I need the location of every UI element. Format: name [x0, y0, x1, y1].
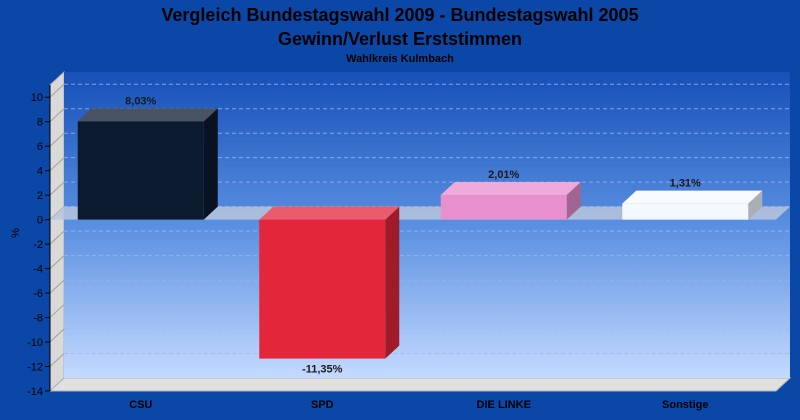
chart-title: Vergleich Bundestagswahl 2009 - Bundesta…: [161, 5, 638, 25]
y-tick-label: -14: [27, 386, 43, 398]
bar-top-2: [440, 182, 581, 196]
gridline-side-2: [49, 132, 65, 147]
chart-subtitle: Wahlkreis Kulmbach: [346, 53, 454, 65]
y-tick-label: -4: [33, 264, 43, 276]
bar-top-1: [259, 206, 400, 220]
x-axis: CSU SPD DIE LINKE Sonstige: [129, 399, 708, 411]
bars: 8,03% -11,35% 2,01% 1,31%: [77, 95, 763, 376]
bar-side-3: [748, 190, 763, 220]
y-tick-label: 0: [37, 215, 43, 227]
y-tick-label: -2: [33, 239, 43, 251]
y-tick-label: 4: [37, 166, 43, 178]
gridline-side-8: [49, 279, 65, 294]
bar-side-1: [385, 206, 400, 359]
gridline-side-11: [49, 353, 65, 367]
bar-2: [440, 195, 567, 220]
data-label-1: -11,35%: [302, 364, 343, 376]
gridline-side-1: [49, 108, 65, 123]
y-tick-label: 6: [37, 141, 43, 153]
bar-top-3: [622, 190, 763, 204]
gridline-side-6: [49, 230, 65, 245]
data-label-0: 8,03%: [125, 95, 156, 107]
y-tick-label: -6: [33, 288, 43, 300]
gridline-side-7: [49, 255, 65, 269]
y-axis-label: %: [10, 228, 22, 238]
x-tick-label-0: CSU: [129, 399, 152, 411]
bar-0: [77, 121, 204, 220]
y-tick-label: 10: [31, 92, 43, 104]
gridline-side-0: [49, 83, 65, 98]
gridline-side-3: [49, 157, 65, 172]
data-label-3: 1,31%: [670, 178, 701, 190]
data-label-2: 2,01%: [488, 169, 519, 181]
bar-3: [622, 203, 749, 220]
y-tick-label: -8: [33, 313, 43, 325]
zero-plane-band: [50, 206, 790, 220]
y-axis: 10 8 6 4 2 0 -2 -4 -6 -8 -10 -12 -14: [27, 85, 51, 398]
gridline-side-4: [49, 181, 65, 196]
bar-top-0: [77, 108, 218, 122]
y-tick-label: 2: [37, 190, 43, 202]
x-tick-label-3: Sonstige: [662, 399, 708, 411]
plot-floor: [48, 377, 792, 392]
x-tick-label-1: SPD: [311, 399, 334, 411]
zero-plane: [50, 206, 790, 220]
y-tick-label: -10: [27, 337, 43, 349]
bar-side-2: [566, 182, 581, 220]
y-tick-label: 8: [37, 117, 43, 129]
x-tick-label-2: DIE LINKE: [477, 399, 531, 411]
bar-side-0: [203, 108, 218, 220]
y-tick-label: -12: [27, 362, 43, 374]
gridline-side-10: [49, 328, 65, 343]
bar-1: [259, 219, 386, 359]
gridline-side-9: [49, 304, 65, 318]
chart-title-line2: Gewinn/Verlust Erststimmen: [278, 29, 522, 49]
